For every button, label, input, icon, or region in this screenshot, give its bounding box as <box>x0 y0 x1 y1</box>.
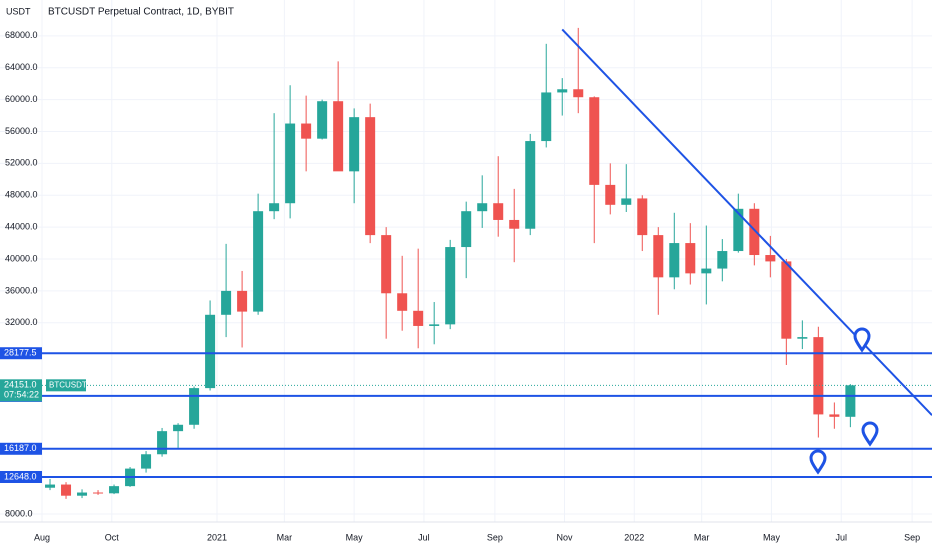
chart-title: BTCUSDT Perpetual Contract, 1D, BYBIT <box>48 7 234 18</box>
candle-body <box>45 484 56 488</box>
candle-body <box>669 243 680 278</box>
candle-body <box>733 208 744 252</box>
y-tick-label: 48000.0 <box>5 190 38 200</box>
candle-body <box>701 268 712 274</box>
x-tick-label: Sep <box>904 532 920 542</box>
y-tick-label: 8000.0 <box>5 508 33 518</box>
candle-body <box>717 251 728 269</box>
candle-body <box>253 211 264 312</box>
candle-body <box>461 211 472 248</box>
candle-body <box>365 117 376 236</box>
candle-body <box>845 385 856 417</box>
y-tick-label: 56000.0 <box>5 126 38 136</box>
trendline <box>561 28 932 416</box>
candle-body <box>541 92 552 142</box>
level-tag <box>0 470 42 483</box>
candle-body <box>109 486 120 494</box>
candle-body <box>557 89 568 93</box>
candle-body <box>157 431 168 455</box>
candle-body <box>573 89 584 98</box>
candle-body <box>237 290 248 312</box>
pin <box>861 421 879 447</box>
level-tag <box>0 442 42 455</box>
pin <box>809 449 827 475</box>
candle-body <box>269 203 280 212</box>
x-tick-label: Sep <box>487 532 503 542</box>
candle-body <box>317 101 328 139</box>
x-tick-label: Jul <box>418 532 430 542</box>
y-axis-label: USDT <box>6 6 31 16</box>
candle-body <box>349 117 360 172</box>
candles <box>45 27 856 499</box>
candle-body <box>781 261 792 339</box>
symbol-tag <box>46 379 86 392</box>
candle-body <box>413 310 424 326</box>
candle-body <box>333 101 344 172</box>
level-label: 16187.0 <box>4 443 37 453</box>
candle-body <box>493 203 504 220</box>
candle-body <box>173 424 184 432</box>
overlays: 8000.0 32000.0 36000.0 40000.0 44000.0 48000.… <box>0 28 932 542</box>
y-tick-label: 60000.0 <box>5 94 38 104</box>
candle-body <box>477 203 488 212</box>
x-tick-label: 2021 <box>207 532 227 542</box>
candle-body <box>653 235 664 278</box>
candle-body <box>301 123 312 139</box>
candle-body <box>621 198 632 205</box>
x-tick-label: May <box>346 532 364 542</box>
y-tick-label: 64000.0 <box>5 62 38 72</box>
countdown: 07:54:22 <box>4 390 39 400</box>
candle-body <box>829 414 840 417</box>
candle-body <box>797 337 808 339</box>
candle-body <box>189 388 200 425</box>
x-tick-label: Oct <box>105 532 120 542</box>
x-tick-label: Aug <box>34 532 50 542</box>
x-tick-label: Mar <box>694 532 710 542</box>
y-tick-label: 68000.0 <box>5 30 38 40</box>
candle-body <box>285 123 296 204</box>
candle-body <box>61 484 72 496</box>
candle-body <box>77 492 88 496</box>
y-tick-label: 40000.0 <box>5 253 38 263</box>
price-tag <box>0 379 42 402</box>
x-tick-label: Nov <box>556 532 573 542</box>
level-label: 12648.0 <box>4 471 37 481</box>
pin-markers <box>809 327 879 475</box>
y-tick-label: 52000.0 <box>5 158 38 168</box>
y-tick-label: 36000.0 <box>5 285 38 295</box>
candle-body <box>221 290 232 315</box>
candle-body <box>509 219 520 229</box>
candle-body <box>381 235 392 294</box>
candle-body <box>445 247 456 325</box>
candle-body <box>397 293 408 311</box>
candle-body <box>205 314 216 389</box>
candle-body <box>749 208 760 256</box>
candle-body <box>605 184 616 205</box>
candle-body <box>765 255 776 262</box>
y-tick-label: 32000.0 <box>5 317 38 327</box>
candle-body <box>637 198 648 236</box>
symbol-label: BTCUSDT <box>49 380 87 389</box>
level-label: 28177.5 <box>4 348 37 358</box>
x-tick-label: May <box>763 532 781 542</box>
pin <box>853 327 871 353</box>
candle-body <box>141 454 152 469</box>
candle-body <box>525 141 536 229</box>
candle-body <box>93 492 104 494</box>
y-tick-label: 44000.0 <box>5 222 38 232</box>
candle-body <box>685 243 696 274</box>
level-tag <box>0 347 42 360</box>
candle-body <box>429 324 440 326</box>
x-tick-label: Mar <box>277 532 293 542</box>
candle-body <box>589 97 600 185</box>
price-tag-label: 24151.0 <box>4 380 37 390</box>
x-tick-label: Jul <box>835 532 847 542</box>
x-tick-label: 2022 <box>624 532 644 542</box>
candle-body <box>813 337 824 415</box>
